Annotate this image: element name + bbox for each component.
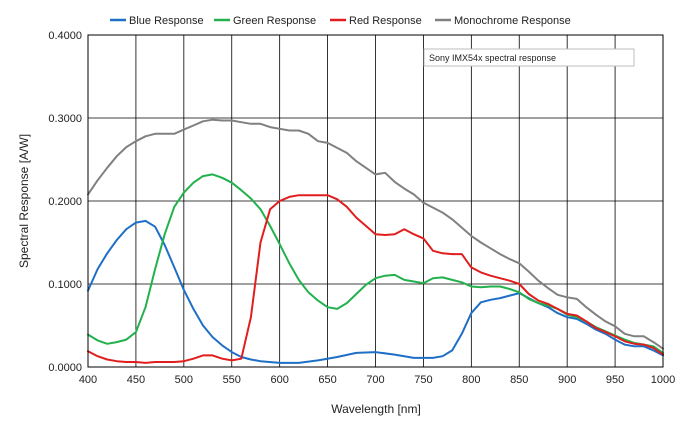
annotation-label: Sony IMX54x spectral response bbox=[429, 53, 556, 63]
x-tick-label: 900 bbox=[558, 374, 576, 386]
x-tick-label: 550 bbox=[223, 374, 241, 386]
x-tick-label: 750 bbox=[414, 374, 432, 386]
x-axis-title: Wavelength [nm] bbox=[331, 402, 421, 416]
x-tick-label: 650 bbox=[318, 374, 336, 386]
x-tick-label: 600 bbox=[270, 374, 288, 386]
legend: Blue Response Green Response Red Respons… bbox=[110, 15, 571, 27]
x-tick-label: 950 bbox=[606, 374, 624, 386]
series-line-red-response bbox=[87, 194, 664, 364]
x-tick-label: 450 bbox=[127, 374, 145, 386]
annotation-frame bbox=[423, 48, 635, 67]
x-tick-label: 700 bbox=[366, 374, 384, 386]
x-tick-label: 400 bbox=[79, 374, 97, 386]
x-tick-label: 850 bbox=[510, 374, 528, 386]
series-line-blue-response bbox=[87, 219, 664, 364]
plot-frame bbox=[87, 34, 664, 368]
x-tick-label: 1000 bbox=[651, 374, 675, 386]
y-tick-label: 0.1000 bbox=[48, 279, 82, 291]
series-lines bbox=[87, 118, 664, 364]
y-axis-title: Spectral Response [A/W] bbox=[17, 134, 31, 268]
x-tick-label: 500 bbox=[175, 374, 193, 386]
annotation-box: Sony IMX54x spectral response bbox=[423, 48, 635, 67]
legend-label-mono: Monochrome Response bbox=[454, 15, 571, 27]
x-tick-label: 800 bbox=[462, 374, 480, 386]
y-tick-label: 0.4000 bbox=[48, 30, 82, 42]
legend-label-green: Green Response bbox=[233, 15, 316, 27]
y-tick-label: 0.0000 bbox=[48, 362, 82, 374]
tick-labels: 400 450 500 550 600 650 700 750 800 850 900 950 1000… bbox=[48, 30, 675, 386]
series-line-monochrome-response bbox=[87, 118, 664, 350]
y-tick-label: 0.2000 bbox=[48, 196, 82, 208]
legend-label-red: Red Response bbox=[349, 15, 422, 27]
legend-label-blue: Blue Response bbox=[129, 15, 204, 27]
y-tick-label: 0.3000 bbox=[48, 113, 82, 125]
